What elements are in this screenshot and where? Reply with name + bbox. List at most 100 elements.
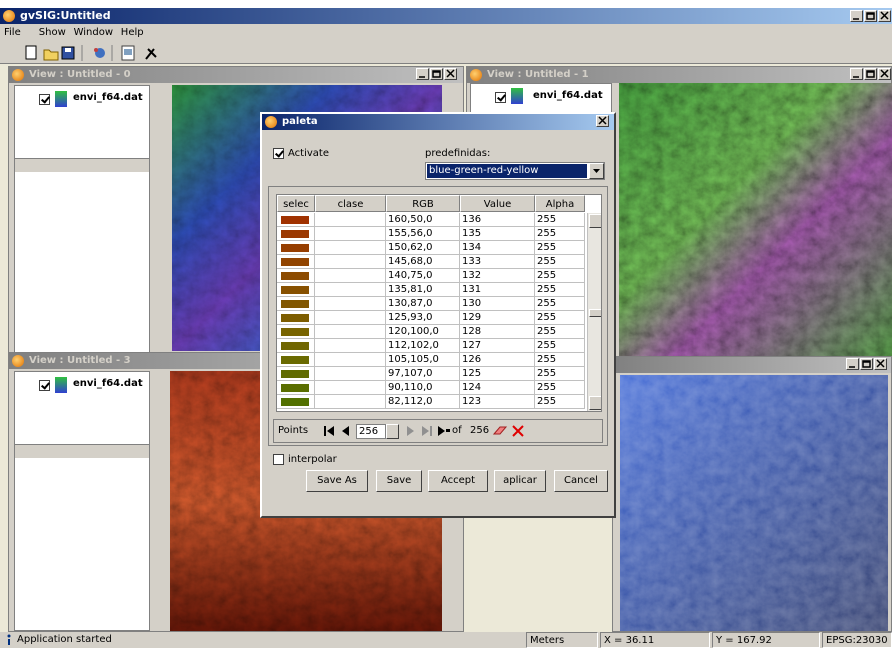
class-cell xyxy=(315,311,386,325)
value-cell: 123 xyxy=(460,395,535,409)
nav-glyph xyxy=(407,426,414,436)
value-cell: 133 xyxy=(460,255,535,269)
alpha-cell: 255 xyxy=(535,311,585,325)
swatch-cell xyxy=(277,325,315,339)
color-swatch xyxy=(281,370,309,378)
window-control[interactable] xyxy=(878,68,891,80)
swatch-cell xyxy=(277,269,315,283)
window-control[interactable] xyxy=(850,68,863,80)
class-cell xyxy=(315,339,386,353)
swatch-cell xyxy=(277,297,315,311)
column-header: clase xyxy=(315,195,386,212)
view-title: View : Untitled - 0 xyxy=(29,69,131,80)
dialog-button[interactable]: Save As xyxy=(306,470,368,492)
scroll-thumb[interactable] xyxy=(589,309,601,317)
erase-button[interactable] xyxy=(492,423,508,439)
rgb-cell: 130,87,0 xyxy=(386,297,460,311)
points-spinner[interactable] xyxy=(386,424,399,439)
value-cell: 136 xyxy=(460,213,535,227)
rgb-cell: 97,107,0 xyxy=(386,367,460,381)
color-swatch xyxy=(281,384,309,392)
menu-item[interactable]: Window xyxy=(73,27,114,38)
layer-checkbox[interactable] xyxy=(495,92,506,103)
color-swatch xyxy=(281,398,309,406)
control-glyph xyxy=(866,70,875,78)
predefined-label: predefinidas: xyxy=(425,148,491,159)
arrow-icon xyxy=(593,169,600,173)
alpha-cell: 255 xyxy=(535,213,585,227)
alpha-cell: 255 xyxy=(535,241,585,255)
class-cell xyxy=(315,283,386,297)
window-control[interactable] xyxy=(444,68,457,80)
nav-button[interactable] xyxy=(436,423,450,439)
color-swatch xyxy=(281,300,309,308)
value-cell: 129 xyxy=(460,311,535,325)
swatch-cell xyxy=(277,311,315,325)
delete-button[interactable] xyxy=(510,423,526,439)
table-scrollbar[interactable] xyxy=(587,213,601,411)
scroll-down[interactable] xyxy=(589,396,601,410)
window-control[interactable] xyxy=(416,68,429,80)
layer-icon xyxy=(511,88,523,104)
dialog-button[interactable]: Save xyxy=(376,470,422,492)
value-cell: 130 xyxy=(460,297,535,311)
nav-button[interactable] xyxy=(420,423,434,439)
window-control[interactable] xyxy=(864,10,877,22)
rgb-cell: 150,62,0 xyxy=(386,241,460,255)
dialog-button[interactable]: aplicar xyxy=(494,470,546,492)
class-cell xyxy=(315,367,386,381)
layer-checkbox[interactable] xyxy=(39,94,50,105)
value-cell: 124 xyxy=(460,381,535,395)
toc-scrollbar[interactable] xyxy=(15,158,149,172)
delete-glyph xyxy=(512,425,524,437)
color-swatch xyxy=(281,244,309,252)
window-control[interactable] xyxy=(850,10,863,22)
dialog-button[interactable]: Cancel xyxy=(554,470,608,492)
activate-checkbox[interactable] xyxy=(273,148,284,159)
points-current[interactable]: 256 xyxy=(356,424,386,439)
palette-table: selec clase RGB Value Alpha 160,50,0 136 255 155… xyxy=(276,194,602,412)
app-title: gvSIG:Untitled xyxy=(20,9,111,22)
swatch-cell xyxy=(277,255,315,269)
toc-panel: envi_f64.dat xyxy=(14,371,150,631)
column-header: Value xyxy=(460,195,535,212)
layer-checkbox[interactable] xyxy=(39,380,50,391)
combo-arrow[interactable] xyxy=(589,163,604,179)
nav-button[interactable] xyxy=(322,423,336,439)
view-title: View : Untitled - 1 xyxy=(487,69,589,80)
class-cell xyxy=(315,353,386,367)
nav-button[interactable] xyxy=(404,423,418,439)
rgb-cell: 160,50,0 xyxy=(386,213,460,227)
alpha-cell: 255 xyxy=(535,367,585,381)
alpha-cell: 255 xyxy=(535,395,585,409)
value-cell: 134 xyxy=(460,241,535,255)
control-glyph xyxy=(862,360,871,368)
window-control[interactable] xyxy=(846,358,859,370)
control-glyph xyxy=(446,69,455,78)
class-cell xyxy=(315,255,386,269)
activate-label: Activate xyxy=(288,148,329,159)
window-control[interactable] xyxy=(878,10,891,22)
dialog-button[interactable]: Accept xyxy=(428,470,488,492)
scroll-up[interactable] xyxy=(589,214,601,228)
value-cell: 127 xyxy=(460,339,535,353)
interpolate-checkbox[interactable] xyxy=(273,454,284,465)
menu-item[interactable]: Show xyxy=(38,27,66,38)
window-control[interactable] xyxy=(864,68,877,80)
window-control[interactable] xyxy=(430,68,443,80)
window-control[interactable] xyxy=(874,358,887,370)
predefined-combo[interactable]: blue-green-red-yellow xyxy=(425,162,605,180)
nav-glyph xyxy=(422,426,432,436)
rgb-cell: 105,105,0 xyxy=(386,353,460,367)
toc-scrollbar[interactable] xyxy=(15,444,149,458)
rgb-cell: 120,100,0 xyxy=(386,325,460,339)
color-swatch xyxy=(281,258,309,266)
window-control[interactable] xyxy=(596,115,609,127)
class-cell xyxy=(315,395,386,409)
menu-item[interactable]: Help xyxy=(120,27,144,38)
menu-item[interactable]: File xyxy=(4,27,21,38)
status-x: X = 36.11 xyxy=(600,632,710,648)
rgb-cell: 90,110,0 xyxy=(386,381,460,395)
nav-button[interactable] xyxy=(338,423,352,439)
window-control[interactable] xyxy=(860,358,873,370)
